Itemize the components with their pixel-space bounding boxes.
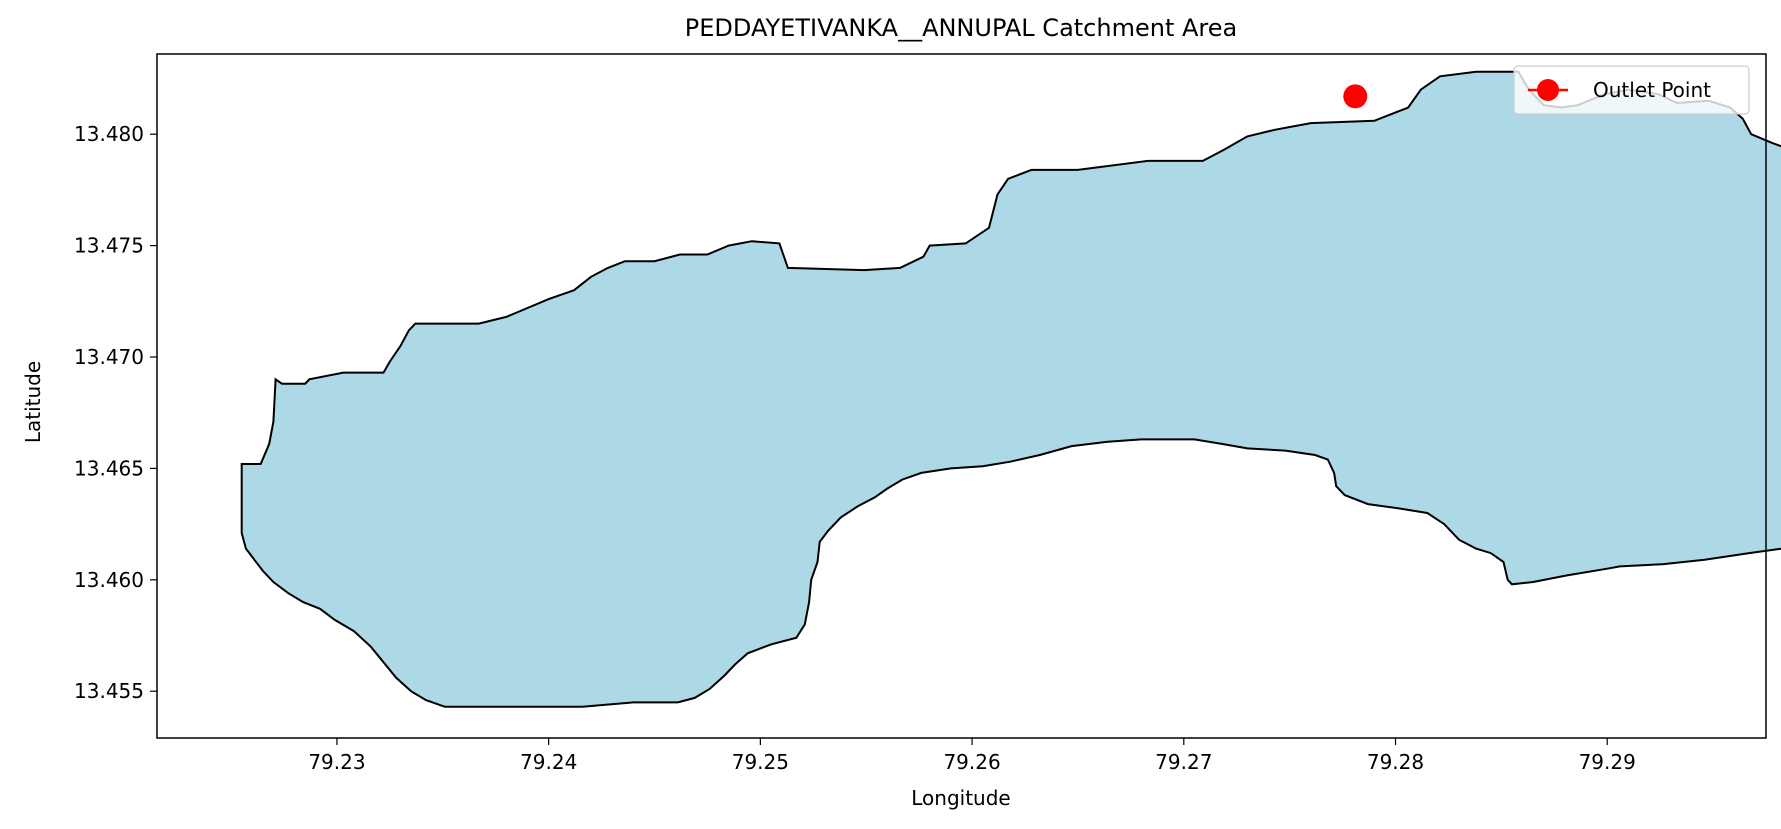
legend-box [1513,65,1750,115]
y-axis-label: Latitude [21,361,45,443]
x-tick-label: 79.26 [943,750,1000,774]
legend-label: Outlet Point [1593,78,1711,102]
x-tick-label: 79.25 [732,750,789,774]
legend: Outlet Point [1513,65,1750,115]
outlet-point-marker [1343,84,1368,109]
y-tick-label: 13.465 [74,456,144,480]
x-axis-ticks: 79.23 79.24 79.25 79.26 79.27 79.28 79.29 [308,738,1636,774]
y-tick-label: 13.460 [74,568,144,592]
x-tick-label: 79.23 [308,750,365,774]
x-axis-label: Longitude [911,786,1010,810]
chart-title: PEDDAYETIVANKA__ANNUPAL Catchment Area [685,14,1237,42]
y-tick-label: 13.470 [74,345,144,369]
x-tick-label: 79.27 [1155,750,1212,774]
catchment-polygon [240,70,1781,708]
x-tick-label: 79.24 [520,750,577,774]
y-tick-label: 13.475 [74,234,144,258]
legend-marker-swatch [1537,79,1559,101]
x-tick-label: 79.28 [1367,750,1424,774]
outlet-layer [1343,84,1368,109]
catchment-layer [240,70,1781,708]
y-tick-label: 13.455 [74,679,144,703]
y-axis-ticks: 13.455 13.460 13.465 13.470 13.475 13.480 [74,122,157,703]
y-tick-label: 13.480 [74,122,144,146]
axes-frame [156,53,1767,739]
x-tick-label: 79.29 [1579,750,1636,774]
